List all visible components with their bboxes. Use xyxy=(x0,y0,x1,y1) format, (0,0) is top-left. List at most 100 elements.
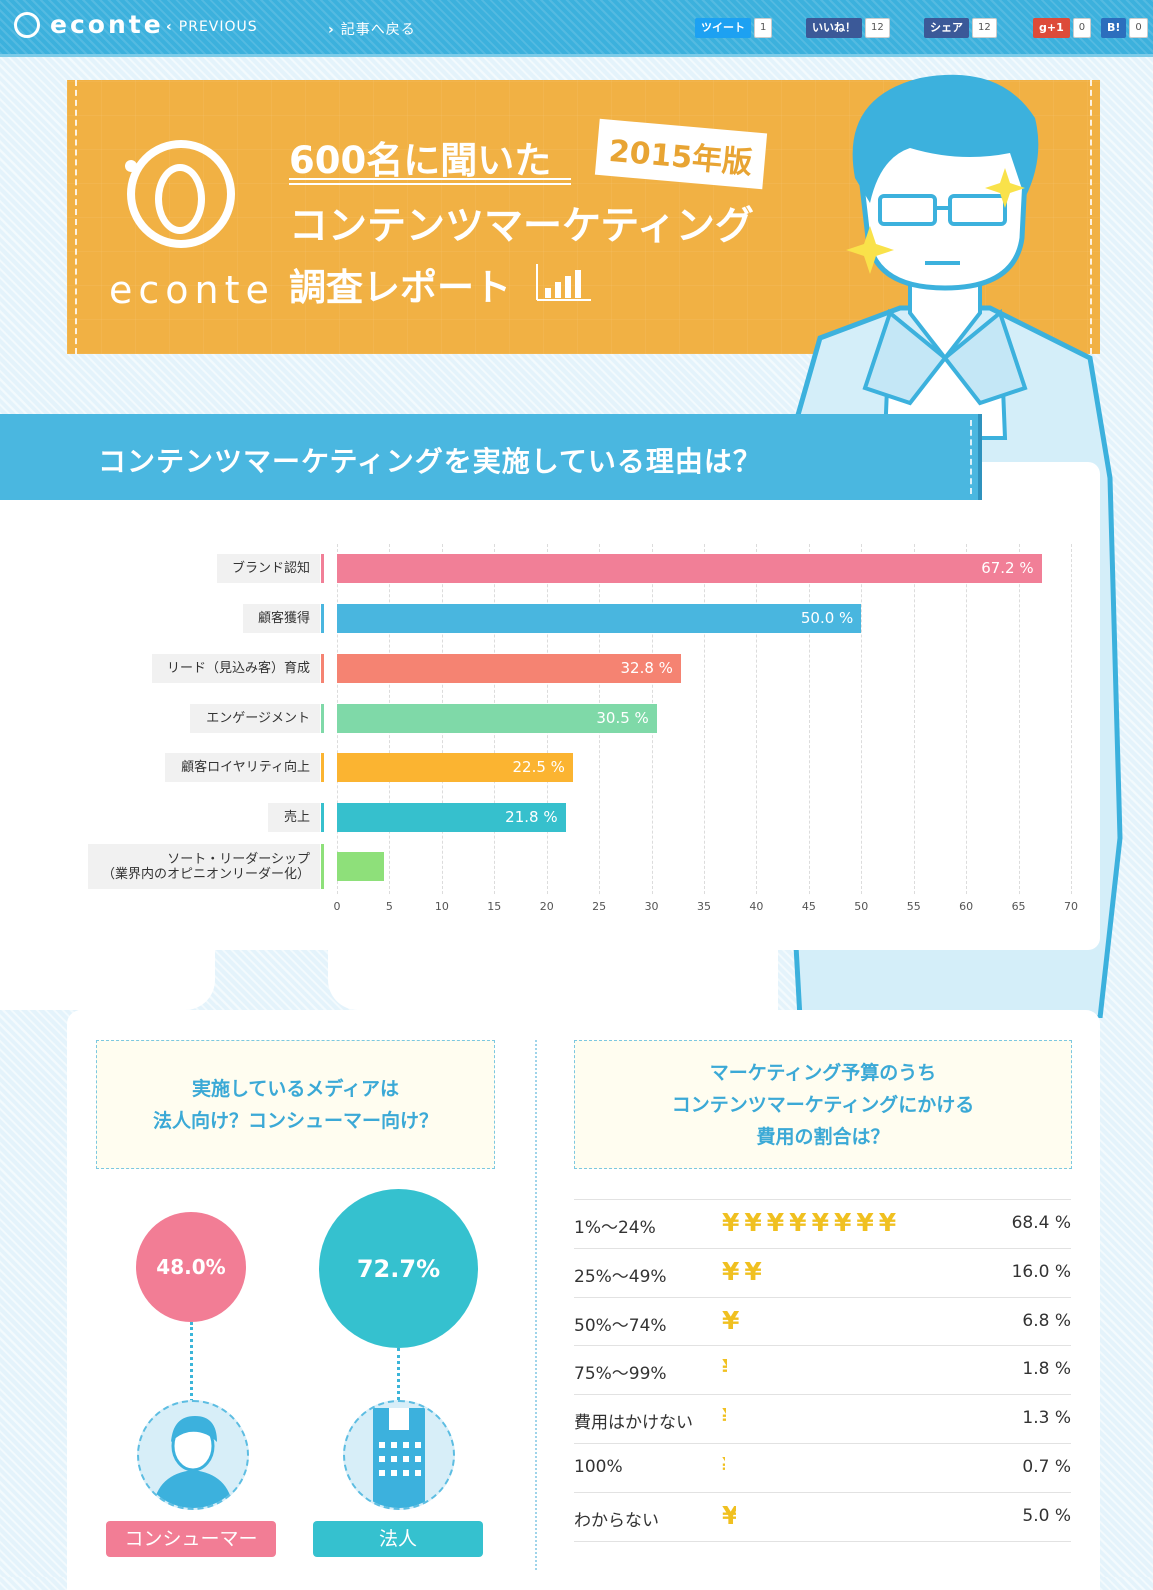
x-tick-label: 55 xyxy=(906,900,921,913)
x-tick-label: 30 xyxy=(644,900,659,913)
budget-percentage: 5.0 % xyxy=(1022,1505,1071,1526)
gridline xyxy=(756,544,758,894)
like-label: いいね！ xyxy=(806,18,862,38)
econte-logo-mark xyxy=(121,140,241,290)
bar xyxy=(337,704,657,733)
gridline xyxy=(1018,544,1020,894)
consumer-avatar xyxy=(137,1400,249,1510)
x-tick-label: 60 xyxy=(959,900,974,913)
category-marker xyxy=(321,803,324,832)
budget-row: 50%～74% ¥¥¥¥¥¥¥¥ 6.8 % xyxy=(574,1296,1071,1346)
gridline xyxy=(861,544,863,894)
gplus-count: 0 xyxy=(1072,18,1092,38)
media-question-line2: 法人向け？コンシューマー向け？ xyxy=(152,1109,438,1132)
section-band-dashed-border xyxy=(0,420,972,494)
budget-percentage: 1.8 % xyxy=(1022,1359,1071,1380)
x-tick-label: 40 xyxy=(749,900,764,913)
category-marker xyxy=(321,704,324,733)
budget-range-label: 1%～24% xyxy=(574,1218,656,1238)
site-logo[interactable]: econte xyxy=(14,10,164,39)
business-avatar xyxy=(343,1400,455,1510)
yen-icon: ¥¥¥¥¥¥¥¥ xyxy=(722,1208,902,1237)
yen-icon: ¥¥¥¥¥¥¥¥ xyxy=(722,1403,726,1433)
consumer-percentage-circle: 48.0% xyxy=(136,1212,246,1322)
section-header-band: コンテンツマーケティングを実施している理由は？ xyxy=(0,414,982,500)
business-connector-line xyxy=(397,1348,400,1400)
media-question-line1: 実施しているメディアは xyxy=(191,1077,400,1100)
bar xyxy=(337,803,566,832)
category-marker xyxy=(321,654,324,683)
category-label: ソート・リーダーシップ （業界内のオピニオンリーダー化） xyxy=(88,844,320,889)
gridline xyxy=(966,544,968,894)
budget-percentage: 16.0 % xyxy=(1011,1261,1071,1282)
x-tick-label: 65 xyxy=(1011,900,1026,913)
budget-percentage: 6.8 % xyxy=(1022,1310,1071,1331)
previous-link[interactable]: ‹ PREVIOUS xyxy=(166,19,258,35)
budget-row: 費用はかけない ¥¥¥¥¥¥¥¥ 1.3 % xyxy=(574,1394,1071,1443)
yen-icon: ¥¥¥¥¥¥¥¥ xyxy=(722,1452,725,1482)
x-tick-label: 10 xyxy=(434,900,449,913)
budget-range-label: 25%～49% xyxy=(574,1266,667,1287)
hero-logo-text: econte xyxy=(109,268,275,312)
business-percentage-circle: 72.7% xyxy=(319,1189,478,1348)
bar-value-label: 30.5 % xyxy=(596,709,649,727)
site-logo-text: econte xyxy=(50,10,164,39)
tweet-count: 1 xyxy=(754,18,773,38)
consumer-percentage: 48.0% xyxy=(156,1255,226,1279)
budget-range-label: 費用はかけない xyxy=(574,1413,693,1434)
gplus-label: g+1 xyxy=(1033,18,1070,38)
yen-icon: ¥¥¥¥¥¥¥¥ xyxy=(722,1354,727,1384)
chevron-right-icon: › xyxy=(328,22,335,38)
hatena-label: B! xyxy=(1101,18,1127,38)
category-label: 顧客獲得 xyxy=(243,604,320,633)
back-label: 記事へ戻る xyxy=(340,22,416,38)
category-label: リード（見込み客）育成 xyxy=(152,654,320,683)
bar-value-label: 50.0 % xyxy=(800,609,854,627)
category-marker xyxy=(321,844,324,889)
budget-row: 1%～24% ¥¥¥¥¥¥¥¥ 68.4 % xyxy=(574,1199,1071,1248)
hatena-count: 0 xyxy=(1129,18,1148,38)
x-tick-label: 70 xyxy=(1064,900,1078,913)
category-marker xyxy=(321,604,324,633)
x-tick-label: 25 xyxy=(592,900,607,913)
bar xyxy=(337,554,1042,583)
yen-icon: ¥¥¥¥¥¥¥¥ xyxy=(722,1256,766,1286)
budget-row: 25%～49% ¥¥¥¥¥¥¥¥ 16.0 % xyxy=(574,1247,1071,1297)
hero-title-line3: 調査レポート xyxy=(289,266,511,309)
bar xyxy=(337,604,862,633)
category-marker xyxy=(321,753,324,782)
category-label: エンゲージメント xyxy=(190,704,320,733)
budget-question-line2: コンテンツマーケティングにかける xyxy=(671,1093,975,1116)
budget-range-label: 50%～74% xyxy=(574,1315,667,1336)
budget-range-label: 75%～99% xyxy=(574,1364,667,1385)
category-label: 顧客ロイヤリティ向上 xyxy=(165,753,320,782)
econte-logo-icon xyxy=(14,11,40,38)
x-tick-label: 35 xyxy=(697,900,711,913)
budget-question-line1: マーケティング予算のうち xyxy=(709,1061,937,1084)
bar-value-label: 22.5 % xyxy=(512,758,565,776)
hero-title-line1: 600名に聞いた xyxy=(289,139,552,182)
gridline xyxy=(704,544,705,894)
budget-question-box: マーケティング予算のうち コンテンツマーケティングにかける 費用の割合は？ xyxy=(574,1040,1072,1169)
logo-ring xyxy=(127,140,235,248)
facebook-share-button[interactable]: シェア 12 xyxy=(924,17,997,39)
hero-dashed-border-left xyxy=(75,80,77,354)
share-count: 12 xyxy=(972,18,997,38)
panel-connector-right xyxy=(328,950,778,1010)
budget-row: 100% ¥¥¥¥¥¥¥¥ 0.7 % xyxy=(574,1443,1071,1492)
hatena-bookmark-button[interactable]: B! 0 xyxy=(1101,17,1148,39)
gridline xyxy=(808,544,810,894)
chevron-left-icon: ‹ xyxy=(166,19,173,35)
previous-label: PREVIOUS xyxy=(178,19,258,35)
budget-range-label: わからない xyxy=(574,1510,659,1531)
google-plus-button[interactable]: g+1 0 xyxy=(1033,17,1092,39)
consumer-label-pill: コンシューマー xyxy=(106,1521,276,1557)
back-to-article-link[interactable]: › 記事へ戻る xyxy=(328,19,416,39)
facebook-like-button[interactable]: いいね！ 12 xyxy=(806,17,890,39)
hero-dashed-border-right xyxy=(1090,80,1092,354)
tweet-button[interactable]: ツイート 1 xyxy=(695,17,773,39)
x-tick-label: 5 xyxy=(385,900,393,913)
budget-table-bottom-border xyxy=(574,1541,1071,1542)
budget-row: わからない ¥¥¥¥¥¥¥¥ 5.0 % xyxy=(574,1491,1071,1541)
logo-inner-loop xyxy=(155,164,205,234)
